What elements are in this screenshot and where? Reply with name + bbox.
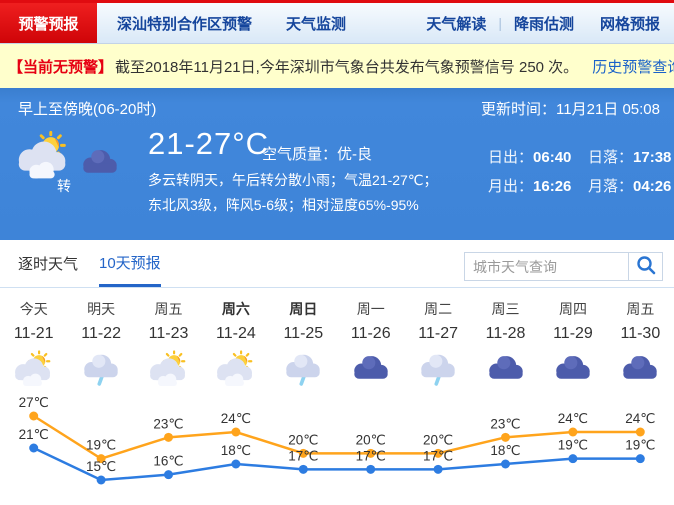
- forecast-day-column[interactable]: 周四 11-29: [539, 288, 606, 394]
- day-label: 周二: [424, 301, 453, 317]
- nav-separator: |: [498, 15, 502, 31]
- day-label: 周五: [626, 301, 655, 317]
- day-date: 11-29: [553, 325, 593, 342]
- svg-text:20℃: 20℃: [356, 432, 386, 447]
- update-time-label: 更新时间：11月21日 05:08: [481, 101, 660, 118]
- weather-description: 多云转阴天，午后转分散小雨；气温21-27℃；东北风3级，阵风5-6级；相对湿度…: [148, 172, 438, 213]
- light-rain-icon: [270, 350, 337, 394]
- light-rain-icon: [67, 350, 134, 394]
- forecast-columns: 今天 11-21 明天 11-22 周五 11-23 周六 11-24 周日 11-25 周一 11-…: [0, 288, 674, 394]
- day-date: 11-22: [81, 325, 121, 342]
- nav-item-weather-monitoring[interactable]: 天气监测: [286, 15, 347, 33]
- sunset-time: 日落：17:38: [588, 149, 672, 166]
- cloudy-icon: [472, 350, 539, 394]
- sunrise-time: 日出：06:40: [488, 149, 572, 166]
- nav-item-shenshan-warning[interactable]: 深汕特别合作区预警: [117, 15, 253, 33]
- day-date: 11-28: [485, 325, 526, 342]
- day-date: 11-21: [13, 325, 54, 342]
- svg-text:20℃: 20℃: [423, 432, 453, 447]
- day-date: 11-25: [283, 325, 324, 342]
- partly-cloudy-icon: [12, 130, 76, 184]
- nav-item-weather-interpretation[interactable]: 天气解读: [426, 15, 487, 33]
- svg-text:21℃: 21℃: [19, 427, 49, 442]
- cloudy-icon: [607, 350, 674, 394]
- day-label: 明天: [87, 301, 116, 317]
- sun-moon-times: 日出：06:40 日落：17:38 月出：16:26 月落：04:26: [488, 146, 671, 196]
- forecast-day-column[interactable]: 周日 11-25: [270, 288, 337, 394]
- warning-summary-text: 截至2018年11月21日,今年深圳市气象台共发布气象预警信号 250 次。: [115, 58, 579, 76]
- air-quality-label: 空气质量：优-良: [262, 146, 372, 163]
- moonrise-time: 月出：16:26: [488, 178, 572, 195]
- day-label: 今天: [19, 301, 48, 317]
- nav-item-rain-estimation[interactable]: 降雨估测: [513, 15, 574, 33]
- svg-text:16℃: 16℃: [153, 454, 183, 469]
- no-warning-tag: 【当前无预警】: [8, 58, 114, 76]
- svg-text:24℃: 24℃: [558, 411, 588, 426]
- day-date: 11-26: [350, 325, 391, 342]
- nav-item-grid-forecast[interactable]: 网格预报: [599, 15, 660, 33]
- svg-text:19℃: 19℃: [558, 438, 588, 453]
- forecast-day-column[interactable]: 周五 11-23: [135, 288, 202, 394]
- svg-text:17℃: 17℃: [423, 448, 453, 463]
- day-date: 11-30: [620, 325, 661, 342]
- top-red-line: [0, 0, 674, 3]
- search-button[interactable]: [628, 253, 662, 280]
- svg-text:24℃: 24℃: [625, 411, 655, 426]
- svg-text:18℃: 18℃: [221, 443, 251, 458]
- temperature-range: 21-27°C: [148, 126, 270, 161]
- cloudy-icon: [539, 350, 606, 394]
- day-date: 11-24: [216, 325, 256, 342]
- forecast-day-column[interactable]: 明天 11-22: [67, 288, 134, 394]
- svg-text:27℃: 27℃: [19, 396, 49, 410]
- partly-cloudy-icon: [0, 350, 67, 394]
- temperature-trend-chart: 27℃ 19℃ 23℃ 24℃ 20℃ 20℃ 20℃ 23℃ 24℃ 24℃ 21℃ 15℃ 16℃ 1…: [19, 396, 655, 485]
- day-date: 11-27: [418, 325, 458, 342]
- nav-tab-warning-forecast[interactable]: 预警预报: [0, 3, 97, 43]
- tabs-and-search-row: 逐时天气 10天预报: [0, 240, 674, 288]
- svg-text:24℃: 24℃: [221, 411, 251, 426]
- svg-text:23℃: 23℃: [490, 416, 520, 431]
- partly-cloudy-icon: [202, 350, 269, 394]
- svg-text:20℃: 20℃: [288, 432, 318, 447]
- svg-text:17℃: 17℃: [288, 448, 318, 463]
- day-label: 周六: [221, 301, 250, 317]
- svg-text:23℃: 23℃: [153, 416, 183, 431]
- svg-text:19℃: 19℃: [625, 438, 655, 453]
- forecast-period-label: 早上至傍晚(06-20时): [18, 101, 157, 118]
- svg-text:17℃: 17℃: [356, 448, 386, 463]
- moonset-time: 月落：04:26: [588, 178, 672, 195]
- svg-text:15℃: 15℃: [86, 459, 116, 474]
- svg-text:19℃: 19℃: [86, 438, 116, 453]
- tab-hourly-weather[interactable]: 逐时天气: [18, 256, 79, 273]
- day-label: 周四: [558, 301, 587, 317]
- forecast-day-column[interactable]: 周五 11-30: [607, 288, 674, 394]
- transition-label: 转: [57, 178, 71, 194]
- current-warning-bar: 【当前无预警】 截至2018年11月21日,今年深圳市气象台共发布气象预警信号 …: [0, 44, 674, 88]
- svg-text:18℃: 18℃: [490, 443, 520, 458]
- forecast-day-column[interactable]: 今天 11-21: [0, 288, 67, 394]
- day-date: 11-23: [148, 325, 189, 342]
- day-label: 周五: [154, 301, 183, 317]
- cloudy-icon: [76, 144, 124, 184]
- day-label: 周一: [356, 301, 385, 317]
- tab-10day-forecast[interactable]: 10天预报: [99, 240, 161, 287]
- current-weather-panel: 早上至傍晚(06-20时) 更新时间：11月21日 05:08 转 21-27°…: [0, 88, 674, 240]
- search-input[interactable]: [465, 253, 628, 280]
- search-icon: [635, 254, 657, 279]
- top-nav: 预警预报 深汕特别合作区预警 天气监测 天气解读 | 降雨估测 网格预报: [0, 3, 674, 44]
- partly-cloudy-icon: [135, 350, 202, 394]
- nav-right-group: 天气解读 | 降雨估测 网格预报: [426, 3, 674, 43]
- history-warning-link[interactable]: 历史预警查询: [592, 58, 674, 76]
- forecast-day-column[interactable]: 周一 11-26: [337, 288, 404, 394]
- light-rain-icon: [404, 350, 471, 394]
- day-label: 周三: [491, 301, 520, 317]
- forecast-day-column[interactable]: 周六 11-24: [202, 288, 269, 394]
- ten-day-forecast: 今天 11-21 明天 11-22 周五 11-23 周六 11-24 周日 11-25 周一 11-…: [0, 288, 674, 505]
- forecast-day-column[interactable]: 周二 11-27: [404, 288, 471, 394]
- city-weather-search: [464, 252, 663, 281]
- day-label: 周日: [289, 301, 318, 317]
- forecast-day-column[interactable]: 周三 11-28: [472, 288, 539, 394]
- cloudy-icon: [337, 350, 404, 394]
